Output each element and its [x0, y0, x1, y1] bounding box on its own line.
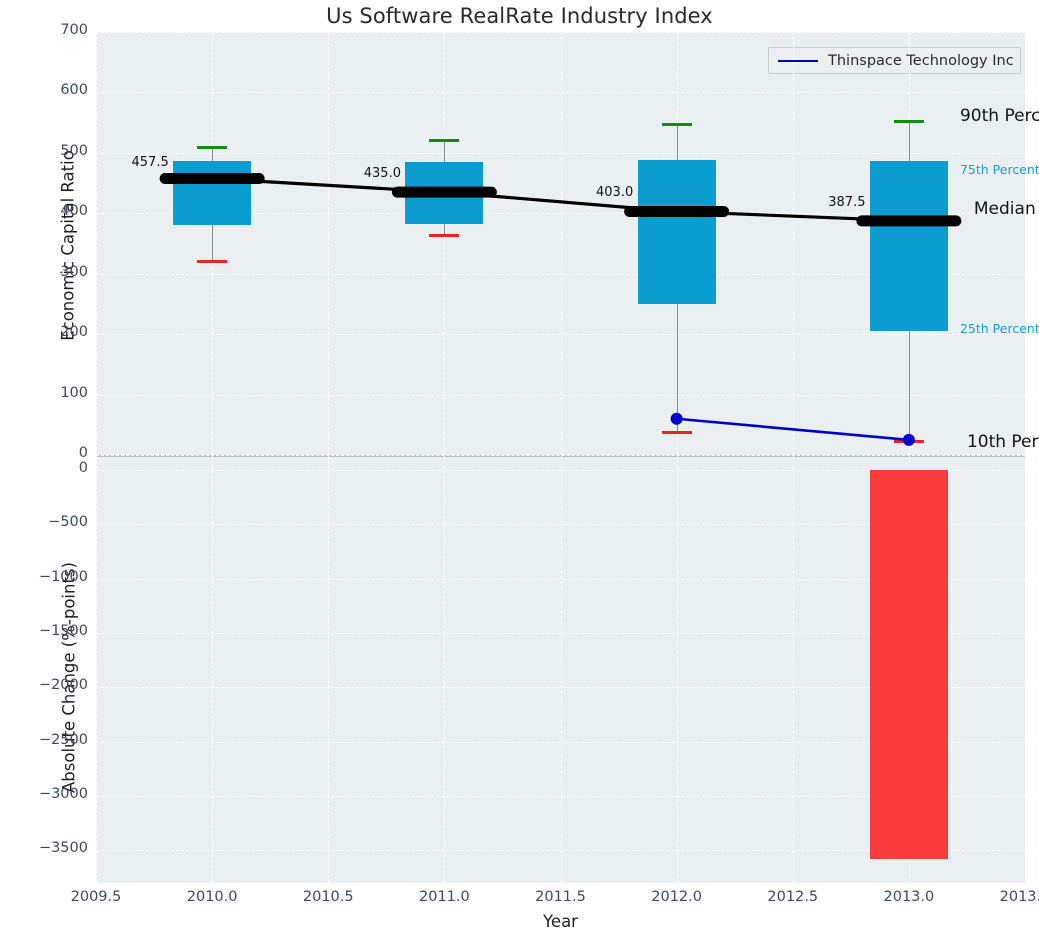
box-iqr [869, 160, 948, 332]
annotation-10th-percentile: 10th Percentile [966, 431, 1039, 452]
y-tick-label-bottom: −1000 [38, 568, 88, 585]
whisker-cap-high [893, 119, 924, 123]
x-tick-label: 2013.5 [999, 889, 1039, 905]
x-tick-label: 2012.0 [651, 889, 702, 905]
y-tick-label-top: 100 [60, 384, 88, 401]
y-tick-label-bottom: −500 [48, 514, 88, 531]
whisker-cap-low [661, 430, 692, 434]
x-tick-label: 2011.0 [419, 889, 470, 905]
whisker-cap-low [429, 234, 460, 238]
whisker-cap-high [429, 138, 460, 142]
x-tick-label: 2010.5 [302, 889, 354, 905]
box-iqr [173, 160, 252, 226]
x-tick-label: 2009.5 [70, 889, 122, 905]
y-tick-label-bottom: −2500 [38, 731, 88, 748]
median-value-label: 435.0 [363, 166, 401, 182]
gridline-vertical [1025, 456, 1026, 883]
y-tick-label-top: 0 [78, 445, 88, 461]
annotation-90th-percentile: 90th Percentile [959, 105, 1039, 126]
median-value-label: 457.5 [131, 154, 169, 170]
y-tick-label-top: 600 [60, 82, 88, 99]
y-tick-label-top: 300 [60, 263, 88, 280]
median-value-label: 403.0 [596, 185, 634, 201]
whisker-cap-low [197, 259, 228, 263]
y-tick-label-bottom: −1500 [38, 623, 88, 640]
box-iqr [405, 161, 484, 224]
y-tick-label-bottom: 0 [78, 460, 88, 477]
y-tick-label-top: 700 [60, 22, 88, 38]
y-tick-label-top: 400 [60, 203, 88, 220]
y-tick-label-bottom: −2000 [38, 677, 88, 694]
legend-label-thinspace: Thinspace Technology Inc [828, 52, 1014, 69]
x-tick-label: 2012.5 [767, 889, 819, 905]
x-tick-label: 2010.0 [186, 889, 238, 905]
legend-swatch-line [778, 59, 818, 62]
median-value-label: 387.5 [828, 194, 866, 210]
y-tick-label-bottom: −3500 [38, 840, 88, 857]
gridline-vertical [1025, 32, 1026, 455]
annotation-75th-percentile: 75th Percentile [959, 161, 1039, 177]
whisker-cap-high [197, 145, 228, 149]
page-title: Us Software RealRate Industry Index [326, 4, 713, 28]
y-tick-label-bottom: −3000 [38, 786, 88, 803]
y-tick-label-top: 200 [60, 324, 88, 341]
chart-legend: Thinspace Technology Inc [768, 47, 1021, 74]
x-tick-label: 2013.0 [883, 889, 935, 905]
negative-change-bar [869, 470, 948, 860]
annotation-median: Median [973, 198, 1036, 219]
y-axis-title-top: Economic Capital Ratio [58, 150, 78, 341]
annotation-25th-percentile: 25th Percentile [959, 321, 1039, 337]
panel-divider [96, 455, 1025, 457]
x-axis-title: Year [543, 912, 578, 931]
whisker-cap-low [893, 439, 924, 443]
whisker-cap-high [661, 122, 692, 126]
x-tick-label: 2011.5 [535, 889, 586, 905]
y-tick-label-top: 500 [60, 142, 88, 159]
box-iqr [637, 160, 716, 304]
